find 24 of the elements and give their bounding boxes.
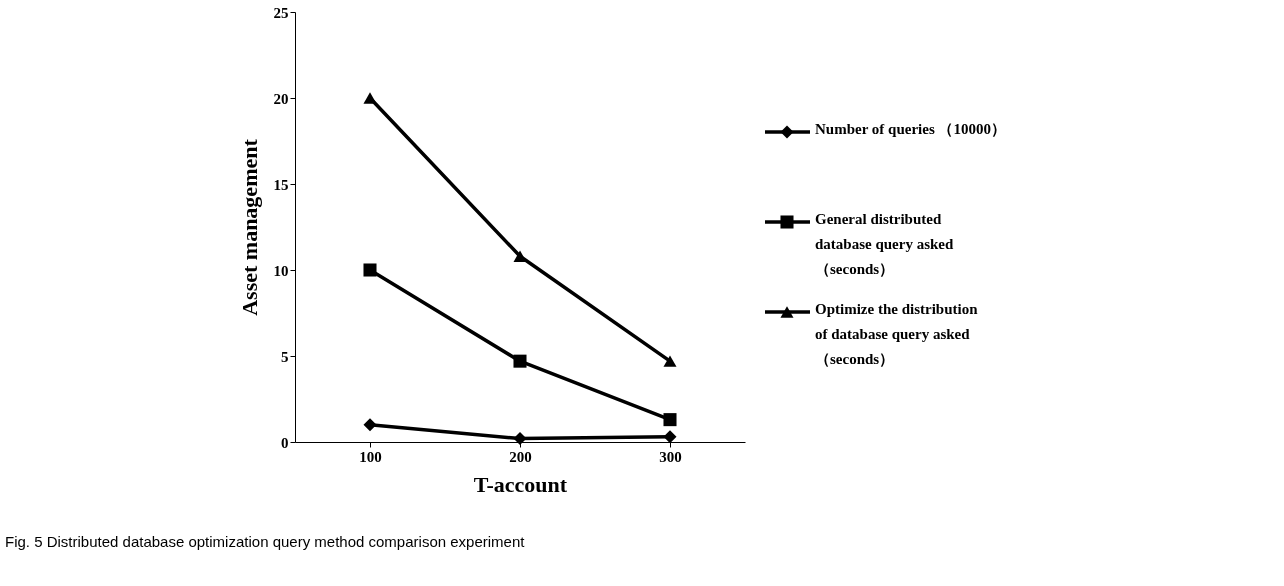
point [363,263,377,277]
y-tick-label: 20 [273,90,289,107]
x-tick-label: 100 [359,448,382,465]
y-tick-label: 0 [281,434,289,451]
caption: Fig. 5 Distributed database optimization query method comparison experiment [5,533,526,550]
x-tick-label: 300 [659,448,682,465]
legend-label: Optimize the distribution of database query asked （seconds） [815,301,979,367]
x-axis-title: T-account [473,471,568,497]
legend-label: Number of queries （10000） [815,121,1006,137]
point [663,413,677,427]
y-tick-label: 25 [273,4,289,21]
point [513,250,527,262]
point [513,432,527,446]
point [663,355,677,367]
x-tick-label: 200 [509,448,532,465]
point [363,418,377,432]
point [663,430,677,444]
y-tick-label: 5 [281,348,289,365]
point [363,92,377,104]
y-axis-title: Asset management [236,138,262,316]
y-tick-label: 10 [273,262,289,279]
y-tick-label: 15 [273,176,289,193]
legend-label: General distributed database query asked （seconds） [815,211,955,277]
point [513,354,527,368]
